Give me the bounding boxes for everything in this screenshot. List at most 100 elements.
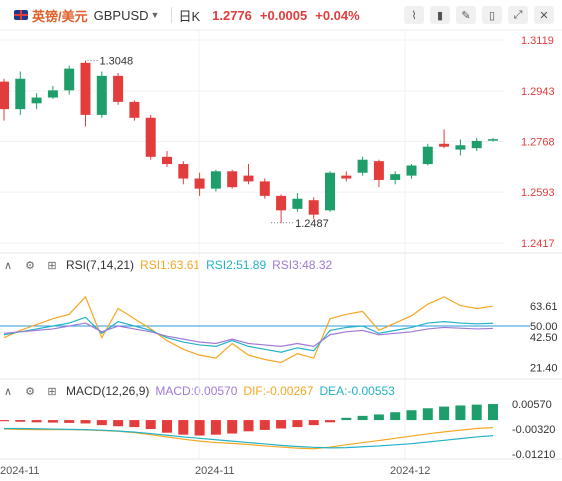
candle-body — [162, 156, 172, 165]
x-axis-date-label: 2024-12 — [390, 465, 430, 477]
candle-body — [64, 68, 75, 91]
macd-bar — [276, 420, 287, 429]
min-price-label: 1.2487 — [295, 218, 329, 230]
rsi-series-line — [3, 316, 494, 353]
expand-icon[interactable]: ⤢ — [508, 6, 528, 24]
macd-bar — [373, 414, 384, 421]
price-tick-label: 1.2943 — [521, 86, 555, 98]
candle-body — [47, 90, 58, 98]
macd-bar — [292, 420, 303, 428]
dif-label: DIF:-0.00267 — [243, 384, 314, 398]
instrument-name[interactable]: 英镑/美元 — [32, 8, 88, 24]
macd-bar — [357, 415, 368, 421]
candle-body — [259, 181, 270, 196]
rsi-series-line — [3, 295, 494, 364]
candle-body — [325, 172, 335, 211]
macd-bar — [145, 420, 156, 430]
settings-icon[interactable]: ⚙ — [25, 385, 35, 398]
macd-bar — [129, 420, 140, 428]
rsi-title: RSI(7,14,21) — [66, 258, 135, 272]
macd-bar — [227, 420, 238, 434]
rsi-tick-label: 42.50 — [530, 332, 558, 344]
rsi1-label: RSI1:63.61 — [140, 258, 201, 272]
price-change: +0.0005 — [259, 7, 308, 23]
macd-bar — [488, 404, 498, 421]
candle-body — [471, 140, 482, 149]
draw-icon[interactable]: ✎ — [456, 6, 476, 24]
price-tick-label: 1.3119 — [521, 35, 554, 47]
rsi-tick-label: 21.40 — [530, 363, 558, 375]
macd-bar — [308, 420, 319, 426]
macd-bar — [0, 420, 9, 422]
macd-bar — [64, 420, 75, 423]
candle-body — [0, 81, 9, 110]
macd-bar — [471, 404, 482, 421]
close-icon[interactable]: ✕ — [534, 6, 554, 24]
macd-bar — [113, 420, 124, 427]
candle-body — [227, 171, 238, 188]
chart-header: 英镑/美元 GBPUSD ▼ 日K 1.2776 +0.0005 +0.04% … — [0, 0, 562, 30]
macd-bar — [422, 408, 433, 421]
macd-bar — [325, 420, 335, 423]
macd-bar — [47, 420, 58, 423]
rsi-series-line — [3, 322, 494, 348]
candle-body — [357, 159, 368, 173]
gbp-flag-icon — [14, 10, 28, 20]
candle-type-icon[interactable]: ▮ — [430, 6, 450, 24]
settings-icon[interactable]: ⚙ — [25, 259, 35, 272]
price-change-pct: +0.04% — [315, 7, 360, 23]
rsi2-label: RSI2:51.89 — [206, 258, 267, 272]
macd-bar — [80, 420, 91, 424]
candle-body — [488, 139, 498, 141]
price-tick-label: 1.2768 — [521, 137, 555, 149]
candle-body — [80, 62, 91, 115]
macd-value-label: MACD:0.00570 — [155, 384, 238, 398]
macd-bar — [210, 420, 221, 435]
x-axis-date-label: 2024-11 — [195, 465, 235, 477]
candle-body — [178, 164, 189, 179]
toolbar: ⌇ ▮ ✎ ▯ ⤢ ✕ — [404, 6, 554, 24]
macd-tick-label: 0.00570 — [512, 399, 552, 411]
candle-body — [439, 143, 450, 147]
macd-legend: ∧ ⚙ ⊞ MACD(12,26,9) MACD:0.00570 DIF:-0.… — [0, 383, 401, 399]
macd-bar — [243, 420, 254, 432]
collapse-icon[interactable]: ∧ — [3, 385, 13, 398]
macd-bar — [439, 406, 450, 421]
rsi-legend: ∧ ⚙ ⊞ RSI(7,14,21) RSI1:63.61 RSI2:51.89… — [0, 257, 338, 273]
macd-bar — [162, 420, 172, 433]
candle-body — [210, 171, 221, 189]
candle-body — [243, 175, 254, 182]
macd-tick-label: -0.01210 — [512, 449, 555, 461]
candle-body — [96, 75, 107, 115]
candle-body — [390, 174, 401, 180]
max-price-label: 1.3048 — [100, 56, 134, 68]
chevron-down-icon[interactable]: ▼ — [150, 10, 160, 20]
macd-title: MACD(12,26,9) — [66, 384, 150, 398]
macd-tick-label: -0.00320 — [512, 424, 555, 436]
symbol-label[interactable]: GBPUSD — [93, 7, 149, 23]
macd-bar — [15, 420, 26, 422]
last-price: 1.2776 — [212, 7, 252, 23]
dea-line — [4, 427, 494, 449]
candle-body — [276, 195, 287, 211]
divider — [171, 7, 173, 23]
macd-bar — [96, 420, 107, 426]
rsi-tick-label: 50.00 — [530, 321, 558, 333]
dea-label: DEA:-0.00553 — [319, 384, 395, 398]
indicator-icon[interactable]: ⊞ — [47, 385, 57, 398]
indicator-icon[interactable]: ⊞ — [47, 259, 57, 272]
rsi3-label: RSI3:48.32 — [272, 258, 333, 272]
collapse-icon[interactable]: ∧ — [3, 259, 13, 272]
candle-body — [373, 161, 384, 180]
line-chart-icon[interactable]: ⌇ — [404, 6, 424, 24]
macd-bar — [406, 410, 417, 421]
candle-body — [406, 165, 417, 176]
macd-bar — [259, 420, 270, 430]
candle-body — [31, 97, 42, 104]
macd-bar — [390, 412, 401, 421]
period-selector[interactable]: 日K — [178, 8, 201, 24]
macd-bar — [194, 420, 205, 436]
candle-body — [129, 101, 140, 118]
indicator-icon[interactable]: ▯ — [482, 6, 502, 24]
